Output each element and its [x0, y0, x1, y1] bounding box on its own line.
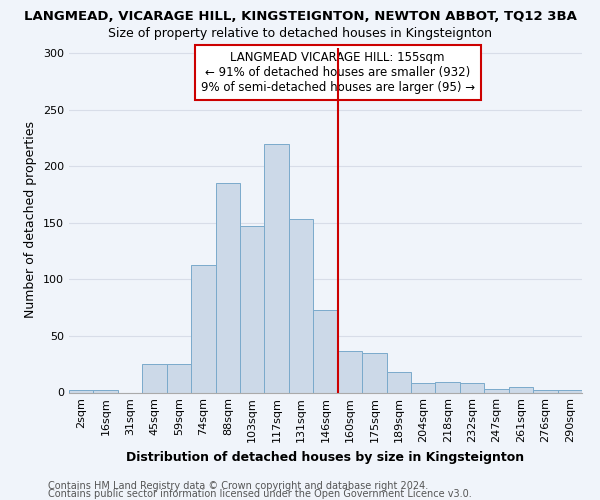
Bar — [265, 144, 289, 392]
Text: LANGMEAD, VICARAGE HILL, KINGSTEIGNTON, NEWTON ABBOT, TQ12 3BA: LANGMEAD, VICARAGE HILL, KINGSTEIGNTON, … — [23, 10, 577, 23]
Bar — [509, 387, 533, 392]
Bar — [436, 382, 460, 392]
Bar — [484, 389, 509, 392]
Bar — [69, 390, 94, 392]
Bar — [167, 364, 191, 392]
Bar — [411, 384, 436, 392]
Text: Size of property relative to detached houses in Kingsteignton: Size of property relative to detached ho… — [108, 28, 492, 40]
Bar — [289, 220, 313, 392]
Bar — [557, 390, 582, 392]
Bar — [533, 390, 557, 392]
Bar — [386, 372, 411, 392]
Y-axis label: Number of detached properties: Number of detached properties — [25, 122, 37, 318]
Bar — [313, 310, 338, 392]
Bar — [94, 390, 118, 392]
Bar — [338, 350, 362, 393]
X-axis label: Distribution of detached houses by size in Kingsteignton: Distribution of detached houses by size … — [127, 451, 524, 464]
Text: Contains public sector information licensed under the Open Government Licence v3: Contains public sector information licen… — [48, 489, 472, 499]
Bar — [215, 183, 240, 392]
Bar — [460, 384, 484, 392]
Bar — [240, 226, 265, 392]
Text: Contains HM Land Registry data © Crown copyright and database right 2024.: Contains HM Land Registry data © Crown c… — [48, 481, 428, 491]
Bar — [362, 353, 386, 393]
Text: LANGMEAD VICARAGE HILL: 155sqm
← 91% of detached houses are smaller (932)
9% of : LANGMEAD VICARAGE HILL: 155sqm ← 91% of … — [200, 51, 475, 94]
Bar — [142, 364, 167, 392]
Bar — [191, 264, 215, 392]
